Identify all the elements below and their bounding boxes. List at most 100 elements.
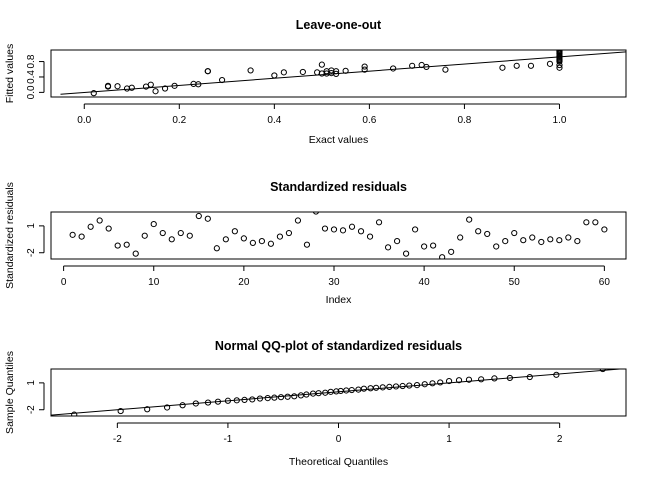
- y-tick-label: -2: [26, 248, 37, 257]
- data-point: [399, 382, 406, 390]
- data-point: [413, 382, 421, 389]
- y-tick-label: -2: [26, 405, 37, 414]
- chart-panel-2: Standardized residuals 0 10 20 30 40 50 60 -2 1 In…: [4, 180, 627, 306]
- x-tick-label: 0.6: [362, 115, 376, 126]
- data-point: [247, 67, 254, 74]
- data-point: [448, 248, 455, 255]
- data-point: [241, 396, 248, 403]
- data-point: [529, 234, 536, 241]
- reference-line: [60, 51, 626, 95]
- data-point: [430, 242, 437, 249]
- data-point: [599, 369, 606, 373]
- data-point: [333, 68, 340, 75]
- data-point: [333, 388, 340, 395]
- data-point: [421, 381, 428, 388]
- data-point: [392, 383, 400, 390]
- data-point: [284, 393, 291, 400]
- data-point: [493, 243, 500, 250]
- data-point: [421, 243, 428, 250]
- data-point: [233, 397, 240, 404]
- data-point: [240, 235, 247, 242]
- x-tick-label: -1: [223, 434, 232, 445]
- data-point: [546, 60, 554, 67]
- data-point: [291, 393, 298, 400]
- x-tick-label: 30: [328, 277, 340, 288]
- y-tick-label: 0.4: [26, 70, 37, 84]
- data-point: [379, 384, 386, 391]
- data-point: [465, 376, 473, 383]
- data-point: [171, 82, 178, 89]
- data-point: [439, 254, 446, 259]
- data-point: [402, 250, 410, 257]
- plot-frame: [50, 211, 627, 260]
- data-point: [538, 238, 545, 246]
- data-point: [312, 212, 320, 215]
- data-point: [412, 226, 419, 233]
- data-point: [117, 407, 124, 415]
- data-layer: [69, 212, 608, 259]
- data-point: [442, 66, 449, 73]
- data-point: [144, 406, 151, 413]
- data-point: [565, 234, 572, 241]
- data-point: [511, 229, 518, 237]
- data-point: [271, 394, 278, 401]
- x-tick-label: 0: [61, 277, 67, 288]
- data-point: [147, 81, 154, 88]
- data-point: [192, 400, 199, 407]
- data-point: [150, 220, 157, 228]
- x-tick-label: 20: [238, 277, 250, 288]
- data-layer: [51, 369, 626, 416]
- data-point: [366, 233, 374, 240]
- data-point: [123, 241, 130, 248]
- data-point: [506, 374, 513, 382]
- chart-panel-3: Normal QQ-plot of standardized residuals…: [4, 339, 627, 468]
- x-tick-label: 1.0: [553, 115, 567, 126]
- data-point: [390, 65, 397, 72]
- data-point: [372, 384, 380, 391]
- data-point: [499, 64, 506, 71]
- data-point: [204, 215, 211, 222]
- data-point: [104, 82, 112, 89]
- data-point: [601, 226, 608, 233]
- data-point: [231, 228, 238, 235]
- data-point: [303, 241, 311, 248]
- data-point: [342, 67, 349, 74]
- y-axis-label: Sample Quantiles: [4, 351, 16, 434]
- data-point: [556, 50, 563, 54]
- data-point: [276, 233, 284, 240]
- data-point: [294, 217, 302, 224]
- data-point: [96, 217, 103, 224]
- data-point: [484, 230, 491, 238]
- data-point: [592, 219, 599, 226]
- chart-title: Leave-one-out: [296, 18, 382, 32]
- data-point: [285, 229, 293, 237]
- x-tick-label: 1: [446, 434, 452, 445]
- data-point: [318, 61, 325, 68]
- data-point: [574, 237, 581, 245]
- y-tick-label: 1: [26, 223, 37, 229]
- data-point: [361, 63, 368, 70]
- data-point: [556, 237, 563, 244]
- data-point: [348, 386, 355, 394]
- data-point: [152, 88, 159, 95]
- data-point: [339, 227, 347, 234]
- data-point: [547, 236, 554, 243]
- data-point: [159, 229, 166, 237]
- data-point: [315, 390, 322, 397]
- data-point: [186, 232, 193, 239]
- data-point: [553, 371, 560, 378]
- data-point: [195, 81, 202, 88]
- data-point: [502, 237, 509, 245]
- data-point: [330, 226, 338, 233]
- data-point: [513, 62, 520, 69]
- data-point: [105, 225, 112, 232]
- data-point: [556, 61, 563, 69]
- data-point: [179, 402, 186, 409]
- chart-title: Standardized residuals: [270, 180, 407, 194]
- x-tick-label: 0.8: [457, 115, 471, 126]
- x-tick-label: 0.0: [77, 115, 91, 126]
- data-point: [478, 376, 485, 383]
- data-point: [213, 245, 220, 252]
- x-tick-label: 0.4: [267, 115, 281, 126]
